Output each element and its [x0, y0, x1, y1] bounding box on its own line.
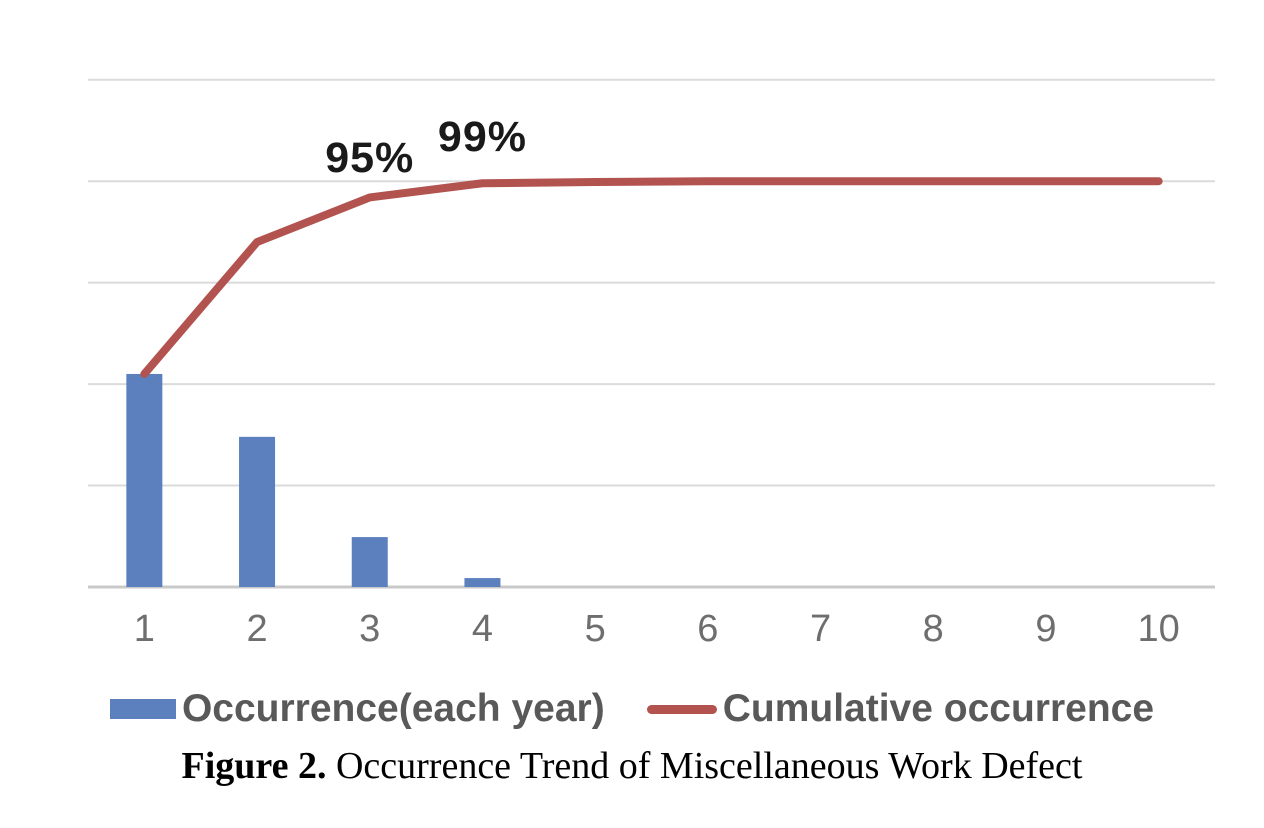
chart-legend: Occurrence(each year) Cumulative occurre…	[0, 686, 1264, 732]
annotation-99pct: 99%	[437, 113, 527, 162]
line-series-swatch-icon	[646, 704, 717, 714]
legend-item-occurrence: Occurrence(each year)	[109, 687, 605, 731]
chart-canvas	[88, 78, 1215, 589]
x-tick-label: 7	[809, 608, 832, 650]
x-tick-label: 2	[246, 608, 268, 650]
legend-label-occurrence: Occurrence(each year)	[181, 687, 605, 730]
x-tick-label: 8	[922, 608, 944, 650]
chart-plot-area: 95% 99% 1 2 3 4 5 6 7 8 9 10	[88, 78, 1215, 650]
x-tick-label: 5	[584, 608, 606, 650]
occurrence-bar	[126, 373, 163, 587]
annotation-95pct: 95%	[325, 134, 415, 183]
x-tick-label: 6	[697, 608, 719, 650]
x-tick-label: 10	[1137, 608, 1180, 650]
figure-caption: Figure 2. Occurrence Trend of Miscellane…	[0, 744, 1264, 788]
caption-title-text: Occurrence Trend of Miscellaneous Work D…	[326, 745, 1083, 787]
occurrence-bar	[239, 436, 276, 587]
occurrence-bar	[351, 537, 388, 587]
x-tick-label: 1	[133, 608, 155, 650]
x-tick-label: 4	[471, 608, 494, 650]
bar-series-swatch-icon	[109, 699, 176, 719]
legend-label-cumulative: Cumulative occurrence	[722, 687, 1155, 730]
occurrence-bar	[464, 578, 501, 587]
caption-figure-number: Figure 2.	[181, 745, 327, 787]
x-tick-label: 9	[1035, 608, 1057, 650]
x-tick-label: 3	[359, 608, 381, 650]
legend-item-cumulative: Cumulative occurrence	[646, 687, 1155, 731]
cumulative-line	[140, 177, 1163, 378]
